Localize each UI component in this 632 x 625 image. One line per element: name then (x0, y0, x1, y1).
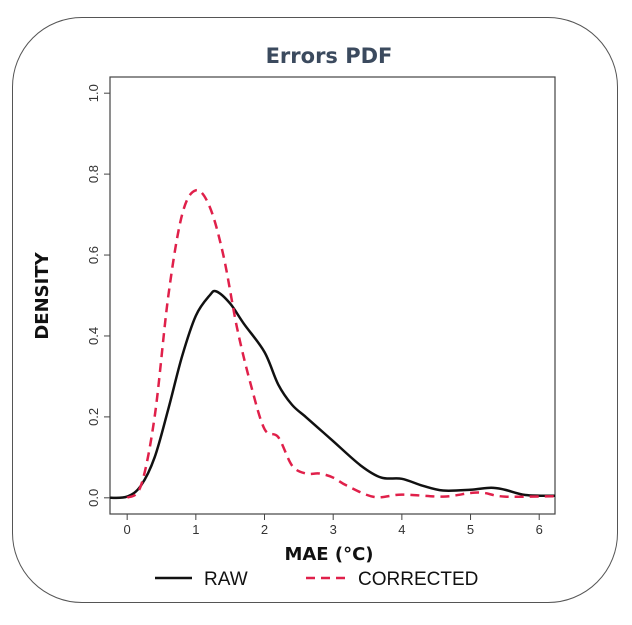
legend-corrected-label: CORRECTED (358, 569, 478, 590)
x-tick-label: 5 (467, 522, 474, 537)
x-tick-label: 3 (330, 522, 337, 537)
y-tick-label: 0.2 (86, 408, 101, 426)
series-line-raw (109, 289, 556, 500)
y-tick-label: 0.6 (86, 246, 101, 264)
legend-raw-label: RAW (204, 569, 248, 590)
y-tick-label: 0.8 (86, 165, 101, 183)
x-axis-label: MAE (°C) (284, 544, 373, 565)
chart-title: Errors PDF (266, 44, 393, 68)
x-tick-label: 6 (536, 522, 543, 537)
y-tick-label: 0.0 (86, 489, 101, 507)
x-tick-label: 2 (261, 522, 268, 537)
chart-frame (12, 17, 618, 603)
y-tick-label: 0.4 (86, 327, 101, 345)
plot-area (109, 76, 556, 515)
y-axis-label: DENSITY (32, 251, 53, 339)
y-tick-label: 1.0 (86, 84, 101, 102)
series-line-corrected (126, 188, 556, 499)
x-tick-label: 1 (192, 522, 199, 537)
legend: RAW CORRECTED (155, 569, 478, 590)
x-tick-label: 4 (398, 522, 405, 537)
x-tick-label: 0 (124, 522, 131, 537)
